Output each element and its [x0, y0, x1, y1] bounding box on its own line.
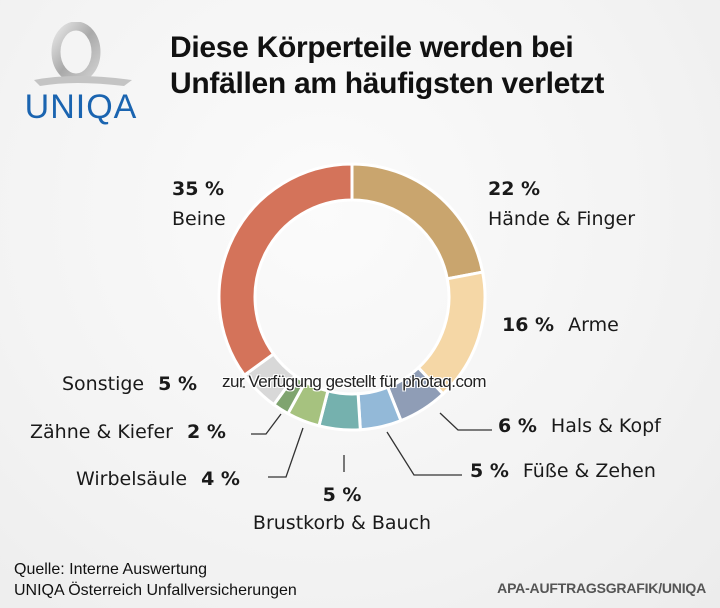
source-note: Quelle: Interne Auswertung UNIQA Österre…: [14, 559, 297, 601]
label-haende-finger: 22 % Hände & Finger: [488, 178, 635, 230]
leader-line-füße-zehen: [386, 431, 462, 476]
source-line-2: UNIQA Österreich Unfallversicherungen: [14, 582, 297, 599]
leader-line-wirbelsäule: [268, 427, 304, 478]
label-wirbelsaeule: Wirbelsäule 4 %: [76, 468, 240, 490]
label-brustkorb-bauch: 5 % Brustkorb & Bauch: [242, 484, 442, 534]
arme-name: Arme: [568, 314, 619, 336]
logo-wordmark: UNIQA: [24, 88, 138, 126]
haende-percent: 22 %: [488, 178, 541, 200]
source-line-1: Quelle: Interne Auswertung: [14, 561, 208, 578]
beine-percent: 35 %: [172, 178, 225, 200]
leader-line-hals-kopf: [439, 412, 492, 431]
haende-name: Hände & Finger: [488, 208, 636, 230]
slice-beine: [217, 162, 354, 378]
label-zaehne-kiefer: Zähne & Kiefer 2 %: [30, 421, 226, 443]
label-beine: 35 % Beine: [172, 178, 226, 230]
fuesse-percent: 5 %: [470, 460, 509, 482]
zaehne-percent: 2 %: [187, 421, 226, 443]
zaehne-name: Zähne & Kiefer: [30, 421, 173, 443]
credit: APA-AUFTRAGSGRAFIK/UNIQA: [497, 580, 706, 596]
wirbelsaeule-name: Wirbelsäule: [76, 468, 188, 490]
slice-hände-finger: [350, 162, 485, 281]
title-line-1: Diese Körperteile werden bei: [170, 31, 574, 64]
brustkorb-percent: 5 %: [322, 484, 362, 506]
label-sonstige: Sonstige 5 %: [62, 373, 197, 395]
label-fuesse-zehen: 5 % Füße & Zehen: [470, 460, 656, 482]
label-arme: 16 % Arme: [502, 314, 619, 336]
label-hals-kopf: 6 % Hals & Kopf: [498, 415, 661, 437]
logo-swirl-icon: [34, 21, 132, 86]
wirbelsaeule-percent: 4 %: [201, 468, 240, 490]
sonstige-name: Sonstige: [62, 373, 145, 395]
title-line-2: Unfällen am häufigsten verletzt: [170, 67, 605, 100]
hals-percent: 6 %: [498, 415, 537, 437]
arme-percent: 16 %: [502, 314, 555, 336]
fuesse-name: Füße & Zehen: [522, 460, 656, 482]
leader-line-zähne-kiefer: [251, 413, 282, 435]
beine-name: Beine: [172, 208, 226, 230]
sonstige-percent: 5 %: [158, 373, 198, 395]
hals-name: Hals & Kopf: [550, 415, 661, 437]
brustkorb-name: Brustkorb & Bauch: [252, 512, 432, 534]
watermark: zur Verfügung gestellt für photaq.com: [222, 372, 487, 391]
uniqa-logo: UNIQA: [14, 21, 148, 126]
chart-title: Diese Körperteile werden bei Unfällen am…: [170, 30, 690, 102]
